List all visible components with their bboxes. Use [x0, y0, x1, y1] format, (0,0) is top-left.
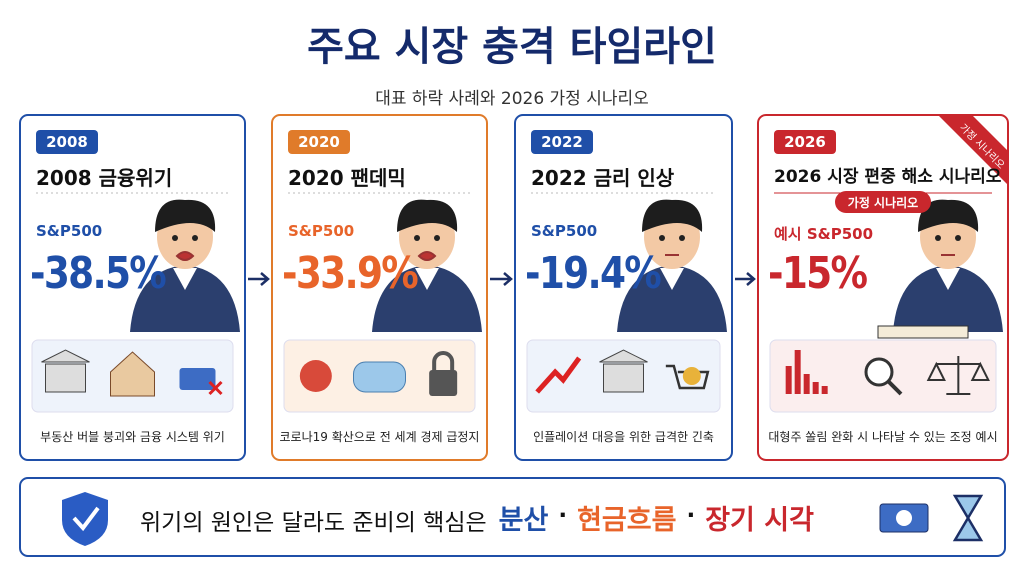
badge-bg [288, 130, 350, 154]
index-value: -15% [768, 248, 868, 299]
eye [955, 235, 961, 241]
virus-icon [299, 360, 332, 392]
title: 주요 시장 충격 타임라인 [307, 24, 717, 70]
check-icon [72, 506, 100, 532]
bar-icon [785, 366, 792, 394]
index-label: S&P500 [531, 222, 598, 240]
separator: · [686, 503, 696, 529]
mouth [175, 251, 195, 261]
index-label: 예시 S&P500 [774, 225, 874, 243]
index-label: S&P500 [288, 222, 355, 240]
magnifier-icon [864, 357, 894, 387]
person-collar [173, 268, 197, 290]
bank-icon [599, 349, 648, 393]
person-hair [918, 199, 979, 232]
lock-shackle [432, 351, 455, 370]
person-body [130, 265, 240, 332]
index-value: -38.5% [30, 248, 167, 299]
eye [414, 235, 420, 241]
person-body [617, 265, 727, 332]
person-hair [155, 199, 216, 232]
key-point: 분산 [498, 505, 549, 536]
badge-bg [774, 130, 836, 154]
timeline-arrow [735, 272, 756, 286]
index-label: S&P500 [36, 222, 103, 240]
eye [434, 235, 440, 241]
person-body [893, 265, 1003, 332]
timeline-arrow [490, 272, 513, 286]
tag-bg [835, 191, 931, 213]
badge: 2008 [46, 133, 88, 151]
key-point: 현금흐름 [577, 505, 677, 536]
footer-lead: 위기의 원인은 달라도 준비의 핵심은 [140, 510, 487, 536]
coin-icon [682, 367, 701, 385]
footer-box [19, 477, 1006, 557]
person-hair [642, 199, 703, 232]
person-body [372, 265, 482, 332]
card-description: 인플레이션 대응을 위한 급격한 긴축 [533, 430, 714, 444]
person-hair [397, 199, 458, 232]
credit-card-icon [179, 368, 216, 390]
card-heading: 2020 팬데믹 [288, 166, 406, 190]
badge: 2020 [298, 133, 340, 151]
bank-icon [41, 349, 90, 393]
hourglass-icon [952, 494, 984, 542]
bar-icon [821, 386, 828, 394]
tag: 가정 시나리오 [847, 196, 919, 210]
shield-icon [62, 492, 108, 546]
bar-icon [803, 374, 810, 394]
mouth [417, 251, 437, 261]
badge-bg [531, 130, 593, 154]
eye [659, 235, 665, 241]
badge: 2026 [784, 133, 826, 151]
separator: · [558, 503, 568, 529]
eye [935, 235, 941, 241]
scale-icon [926, 356, 990, 395]
person-collar [936, 268, 960, 290]
card-heading: 2026 시장 편중 해소 시나리오 [774, 167, 1002, 187]
book [877, 325, 969, 339]
cart-icon [665, 364, 710, 390]
bar-icon [794, 350, 801, 394]
up-arrow-icon [535, 356, 582, 394]
index-value: -19.4% [525, 248, 662, 299]
money-coin [896, 510, 912, 526]
person-collar [660, 268, 684, 290]
card-description: 코로나19 확산으로 전 세계 경제 급정지 [279, 430, 480, 444]
mask-icon [353, 361, 406, 393]
card-description: 부동산 버블 붕괴와 금융 시스템 위기 [40, 430, 225, 444]
key-point: 장기 시각 [705, 505, 814, 536]
house-icon [110, 351, 155, 397]
card-heading: 2008 금융위기 [36, 166, 173, 190]
person-collar [415, 268, 439, 290]
timeline-arrow [248, 272, 270, 286]
bar-icon [812, 382, 819, 394]
eye [679, 235, 685, 241]
subtitle: 대표 하락 사례와 2026 가정 시나리오 [375, 89, 649, 109]
magnifier-handle [887, 380, 903, 396]
x-mark [208, 380, 223, 396]
badge: 2022 [541, 133, 583, 151]
card-heading: 2022 금리 인상 [531, 166, 675, 190]
lock-icon [429, 370, 458, 396]
eye [172, 235, 178, 241]
eye [192, 235, 198, 241]
badge-bg [36, 130, 98, 154]
index-value: -33.9% [282, 248, 419, 299]
ribbon [938, 115, 1008, 185]
card-description: 대형주 쏠림 완화 시 나타날 수 있는 조정 예시 [768, 430, 998, 444]
